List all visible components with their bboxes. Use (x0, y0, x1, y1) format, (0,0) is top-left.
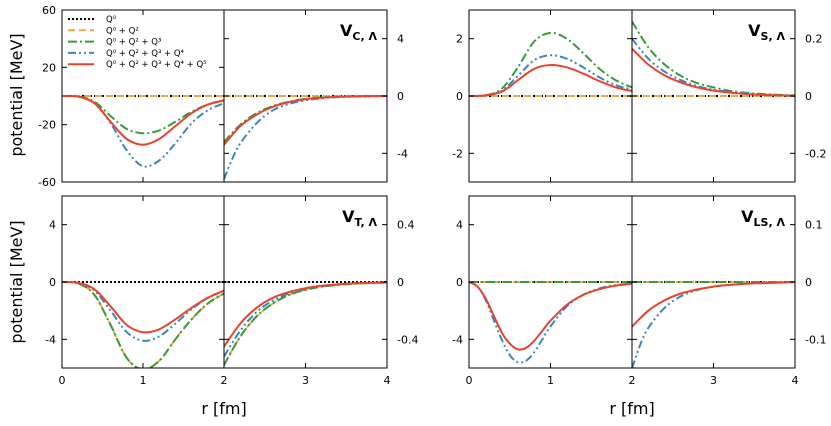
series-3-right-line (632, 281, 795, 368)
series-2-right-line (632, 20, 795, 97)
ytick-right-label: -4 (397, 147, 408, 160)
ylabel-top: potential [MeV] (7, 33, 26, 156)
legend-label-3: Q⁰ + Q² + Q³ + Q⁴ (106, 49, 185, 59)
ytick-left-label: -2 (452, 147, 463, 160)
ylabel-bottom: potential [MeV] (7, 220, 26, 343)
series-2-left-line (62, 280, 224, 368)
series-4-right-line (224, 95, 387, 146)
panel-label: VS, Λ (748, 21, 785, 43)
series-2-right-line (224, 281, 387, 366)
xtick-label: 1 (547, 374, 554, 387)
ytick-right-label: 0 (805, 276, 812, 289)
series-4-left-line (62, 281, 224, 334)
series-4-right-line (224, 281, 387, 348)
legend-label-2: Q⁰ + Q² + Q³ (106, 38, 161, 48)
xlabel-left: r [fm] (201, 399, 246, 418)
ytick-left-label: -4 (452, 333, 463, 346)
series-4-left-line (62, 94, 224, 146)
series-2-left-line (469, 31, 632, 98)
ytick-left-label: 0 (49, 276, 56, 289)
panel-3: -4 0 4 -0.1 0 0.1 0 1 2 3 4 VLS, Λ (452, 195, 826, 387)
series-4-left-line (469, 281, 632, 351)
series-2-left-line (62, 94, 224, 135)
legend-label-4: Q⁰ + Q² + Q³ + Q⁴ + Q⁵ (106, 60, 207, 70)
series-4-right-line (632, 47, 795, 97)
panel-label: VT, Λ (342, 207, 377, 229)
series-4-left-line (469, 63, 632, 97)
ytick-right-label: 0.1 (805, 219, 823, 232)
ytick-right-label: 0.4 (397, 219, 415, 232)
series-4-right-line (632, 281, 795, 328)
xtick-label: 2 (221, 374, 228, 387)
ytick-left-label: 2 (456, 33, 463, 46)
ytick-left-label: 0 (456, 90, 463, 103)
xtick-label: 3 (710, 374, 717, 387)
legend-label-1: Q⁰ + Q² (106, 26, 139, 36)
series-3-right-line (224, 281, 387, 358)
ytick-right-label: 0 (397, 276, 404, 289)
xtick-label: 4 (384, 374, 391, 387)
panel-0: -60 -20 20 60 -4 0 4 VC, Λ (38, 4, 408, 189)
ytick-right-label: -0.4 (397, 333, 418, 346)
xtick-label: 3 (302, 374, 309, 387)
ytick-right-label: -0.2 (805, 147, 826, 160)
xtick-label: 0 (466, 374, 473, 387)
panel-1: -2 0 2 -0.2 0 0.2 VS, Λ (452, 9, 826, 183)
panel-2: -4 0 4 -0.4 0 0.4 0 1 2 3 4 VT, Λ (45, 195, 418, 387)
xtick-label: 2 (629, 374, 636, 387)
ytick-left-label: 20 (42, 61, 56, 74)
xtick-label: 4 (792, 374, 799, 387)
ytick-right-label: 0.2 (805, 33, 823, 46)
series-3-right-line (224, 95, 387, 180)
panel-label: VLS, Λ (741, 207, 785, 229)
xlabel-right: r [fm] (609, 399, 654, 418)
ytick-left-label: -20 (38, 119, 56, 132)
ytick-left-label: 4 (49, 219, 56, 232)
ytick-left-label: -60 (38, 176, 56, 189)
xtick-label: 1 (140, 374, 147, 387)
series-3-left-line (469, 281, 632, 364)
ytick-left-label: -4 (45, 333, 56, 346)
ytick-left-label: 0 (456, 276, 463, 289)
series-3-left-line (62, 94, 224, 168)
ytick-left-label: 60 (42, 4, 56, 17)
ytick-right-label: -0.1 (805, 333, 826, 346)
series-1-left-line (62, 280, 224, 368)
ytick-left-label: 4 (456, 219, 463, 232)
ytick-right-label: 0 (805, 90, 812, 103)
ytick-right-label: 4 (397, 33, 404, 46)
series-1-right-line (224, 281, 387, 366)
xtick-label: 0 (59, 374, 66, 387)
legend-label-0: Q⁰ (106, 15, 117, 25)
ytick-right-label: 0 (397, 90, 404, 103)
panel-label: VC, Λ (340, 21, 377, 43)
